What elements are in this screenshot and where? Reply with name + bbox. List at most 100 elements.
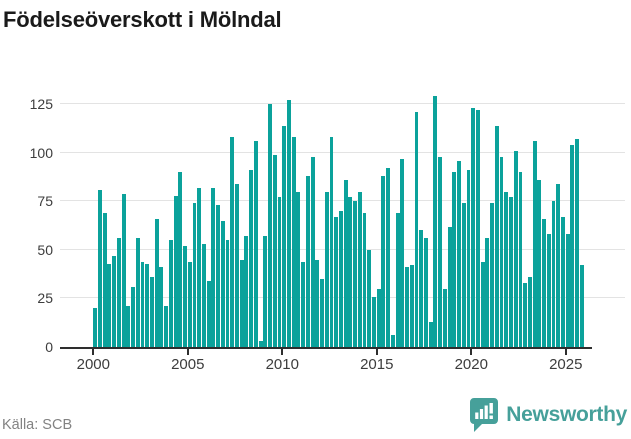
bar-2020-Q1	[471, 108, 476, 347]
bar-2010-Q1	[282, 125, 287, 347]
bar-2005-Q2	[192, 203, 197, 347]
bar-2019-Q1	[452, 172, 457, 347]
bar-2006-Q2	[211, 187, 216, 347]
bar-2016-Q2	[400, 158, 405, 347]
y-axis-label-25: 25	[37, 290, 53, 307]
bar-2013-Q4	[353, 201, 358, 347]
bar-2011-Q3	[310, 156, 315, 347]
bar-2012-Q4	[334, 216, 339, 347]
bar-2001-Q1	[112, 255, 117, 347]
bar-2000-Q2	[98, 189, 102, 347]
bar-2022-Q3	[518, 172, 523, 347]
bar-2002-Q1	[131, 286, 135, 347]
x-axis-label-2000: 2000	[76, 356, 110, 373]
bar-2000-Q3	[102, 213, 107, 347]
bar-2018-Q1	[433, 96, 438, 347]
bar-2009-Q4	[277, 197, 282, 347]
y-axis-label-50: 50	[37, 241, 53, 258]
y-axis-label-125: 125	[29, 96, 53, 113]
bar-2004-Q4	[183, 246, 187, 347]
bar-2011-Q1	[301, 261, 306, 347]
bar-2007-Q3	[235, 183, 239, 347]
y-axis-label-0: 0	[45, 339, 53, 355]
bar-2023-Q4	[542, 218, 547, 347]
bar-2001-Q3	[121, 193, 126, 347]
bar-2007-Q4	[239, 259, 244, 347]
plot-area	[60, 90, 625, 347]
bar-2013-Q2	[343, 180, 348, 347]
bar-2019-Q2	[457, 160, 461, 347]
bar-chart-speech-bubble-icon	[469, 397, 499, 433]
bar-2025-Q1	[565, 234, 570, 347]
bar-2024-Q4	[561, 216, 565, 347]
bar-2005-Q4	[201, 244, 206, 347]
bar-2018-Q2	[438, 156, 443, 347]
bar-2024-Q2	[551, 201, 556, 347]
bar-2003-Q1	[149, 277, 154, 347]
bar-2024-Q3	[556, 183, 561, 347]
bar-2025-Q4	[579, 265, 584, 347]
bar-2019-Q4	[466, 170, 471, 347]
x-axis-tick-2015	[375, 349, 378, 355]
bar-2000-Q1	[93, 308, 98, 347]
source-note: Källa: SCB	[2, 417, 73, 433]
bar-2009-Q1	[263, 236, 268, 347]
bar-2008-Q4	[258, 341, 263, 347]
x-axis-label-2025: 2025	[549, 356, 583, 373]
bar-2004-Q2	[173, 195, 178, 347]
bar-2003-Q3	[159, 267, 164, 347]
x-axis-line	[60, 347, 592, 349]
bar-2016-Q3	[405, 267, 409, 347]
x-axis-tick-2010	[281, 349, 284, 355]
bar-2007-Q1	[225, 240, 230, 347]
x-axis-label-2010: 2010	[265, 356, 299, 373]
bar-2018-Q3	[442, 288, 447, 347]
gridline-75	[60, 200, 625, 202]
y-axis-label-100: 100	[29, 144, 53, 161]
bar-2010-Q2	[287, 100, 291, 347]
bar-2023-Q1	[527, 277, 532, 347]
bar-2025-Q2	[570, 145, 575, 347]
bar-2004-Q3	[178, 172, 183, 347]
bar-2023-Q2	[532, 141, 537, 347]
bar-2000-Q4	[107, 263, 112, 347]
x-axis-tick-2020	[470, 349, 473, 355]
gridline-100	[60, 151, 625, 153]
bar-2013-Q1	[338, 211, 343, 347]
x-axis-tick-2000	[92, 349, 95, 355]
page-title: Födelseöverskott i Mölndal	[3, 7, 282, 32]
bar-2016-Q1	[395, 213, 400, 347]
bar-2017-Q3	[424, 238, 428, 347]
bar-2021-Q3	[499, 156, 504, 347]
bar-2002-Q3	[140, 261, 145, 347]
bar-2021-Q2	[494, 125, 499, 347]
bar-2005-Q1	[187, 261, 192, 347]
bar-2006-Q1	[206, 280, 211, 347]
bar-2023-Q3	[537, 180, 542, 347]
bar-2006-Q3	[216, 205, 221, 347]
x-axis-label-2020: 2020	[454, 356, 488, 373]
bar-2015-Q2	[381, 176, 386, 347]
bar-2008-Q2	[249, 170, 254, 347]
bar-2014-Q3	[367, 249, 372, 347]
bar-2021-Q1	[490, 203, 495, 347]
bar-2002-Q2	[135, 238, 140, 347]
bar-2016-Q4	[409, 265, 414, 347]
bar-2003-Q2	[154, 218, 159, 347]
bar-2001-Q4	[126, 306, 131, 347]
bar-2011-Q2	[305, 176, 310, 347]
x-axis-label-2015: 2015	[360, 356, 394, 373]
bar-2013-Q3	[348, 197, 353, 347]
bar-2014-Q1	[357, 191, 362, 347]
bar-2012-Q3	[329, 137, 334, 347]
bar-2022-Q2	[513, 150, 518, 347]
gridline-125	[60, 103, 625, 105]
bar-2012-Q2	[324, 191, 329, 347]
x-axis-tick-2005	[186, 349, 189, 355]
newsworthy-logo[interactable]: Newsworthy	[469, 396, 627, 434]
x-axis-label-2005: 2005	[171, 356, 205, 373]
bar-2006-Q4	[220, 220, 225, 347]
bar-2020-Q3	[480, 261, 485, 347]
bar-2010-Q4	[296, 191, 301, 347]
